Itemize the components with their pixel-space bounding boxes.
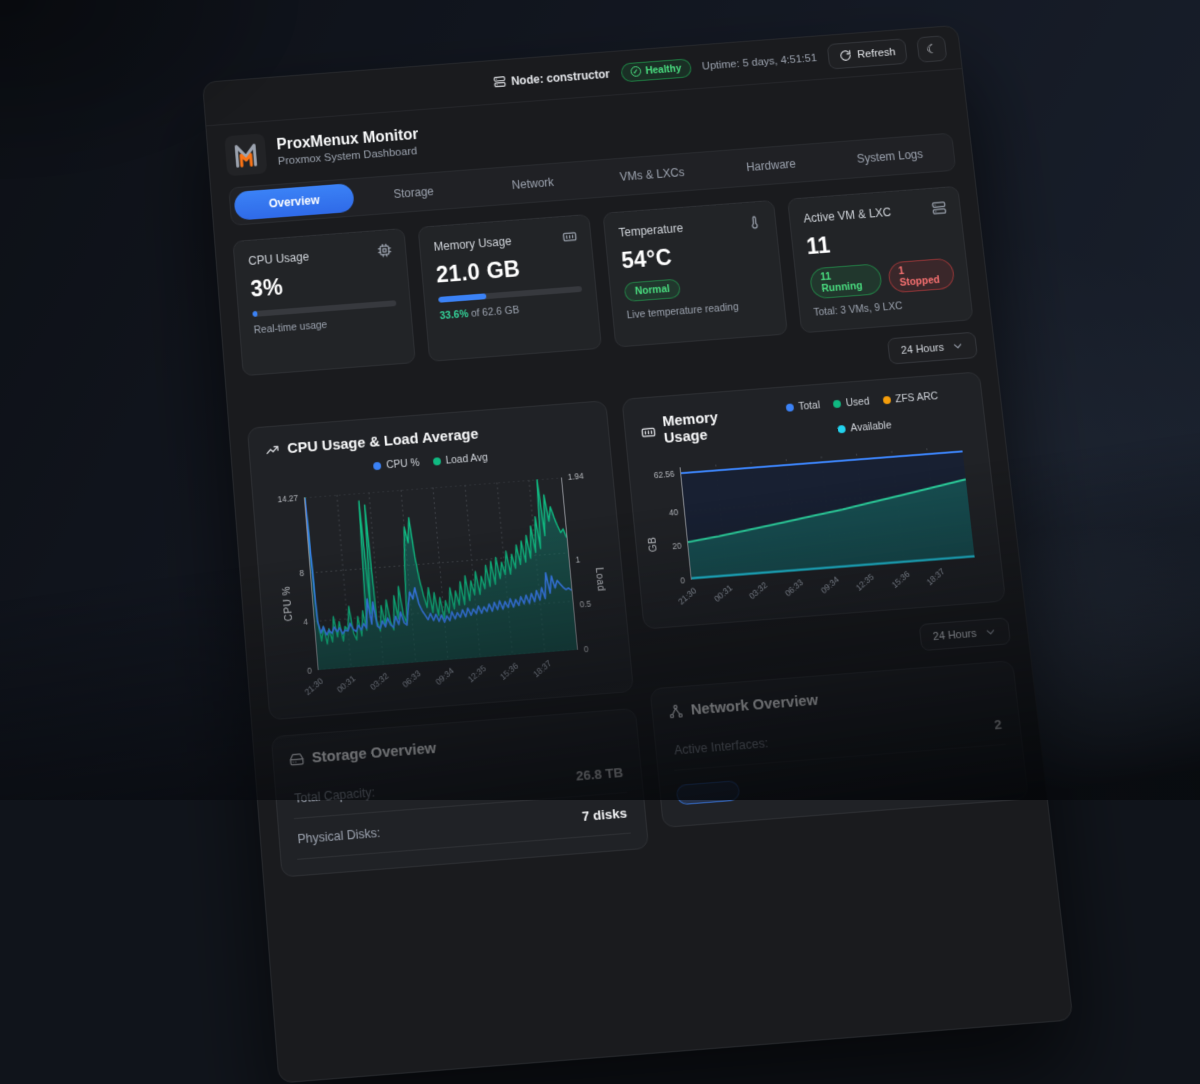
server-icon xyxy=(493,75,506,88)
refresh-icon xyxy=(839,49,853,62)
time-range-select[interactable]: 24 Hours xyxy=(887,332,978,365)
uptime-text: Uptime: 5 days, 4:51:51 xyxy=(702,52,818,72)
memory-progress-fill xyxy=(438,293,487,302)
cpu-progress-fill xyxy=(252,311,257,317)
cpu-usage-value: 3% xyxy=(250,266,396,303)
cpu-card-label: CPU Usage xyxy=(248,249,310,267)
cpu-card-subtitle: Real-time usage xyxy=(253,314,398,337)
legend-dot-used xyxy=(833,400,842,408)
thermometer-icon xyxy=(747,214,763,229)
active-vm-lxc-card: Active VM & LXC 11 11 Running 1 Stopped … xyxy=(787,186,974,334)
moon-icon: ☾ xyxy=(926,42,938,55)
memory-usage-card: Memory Usage 21.0 GB 33.6% of 62.6 GB xyxy=(418,214,602,362)
server-stack-icon xyxy=(931,200,947,215)
chevron-down-icon-2 xyxy=(984,625,998,639)
legend-dot-total xyxy=(786,403,795,411)
legend-dot-cpu xyxy=(373,462,381,470)
dashboard-panel: Node: constructor ✓ Healthy Uptime: 5 da… xyxy=(202,25,1074,1084)
m-logo-icon xyxy=(230,139,261,170)
health-badge: ✓ Healthy xyxy=(620,58,692,82)
hard-drive-icon xyxy=(289,751,305,767)
legend-dot-zfs-arc xyxy=(882,396,891,404)
chevron-down-icon xyxy=(951,339,965,353)
tab-network[interactable]: Network xyxy=(472,165,594,203)
app-logo xyxy=(224,133,267,176)
storage-title: Storage Overview xyxy=(311,740,437,767)
vm-card-subtitle: Total: 3 VMs, 9 LXC xyxy=(813,296,958,319)
vm-running-badge: 11 Running xyxy=(809,263,883,299)
vm-stopped-badge: 1 Stopped xyxy=(887,258,956,294)
cpu-chart-title: CPU Usage & Load Average xyxy=(287,426,479,457)
memory-card-subtitle: 33.6% of 62.6 GB xyxy=(439,299,584,322)
tab-vms-lxcs[interactable]: VMs & LXCs xyxy=(591,156,713,194)
tab-system-logs[interactable]: System Logs xyxy=(829,138,951,176)
time-range-select-2[interactable]: 24 Hours xyxy=(919,617,1011,651)
check-circle-icon: ✓ xyxy=(630,66,641,77)
scene: Node: constructor ✓ Healthy Uptime: 5 da… xyxy=(0,0,1200,800)
memory-chart-card: Memory Usage Total Used ZFS ARC Availabl… xyxy=(621,371,1006,629)
cpu-icon xyxy=(377,243,393,258)
right-column: Memory Usage Total Used ZFS ARC Availabl… xyxy=(621,371,1029,828)
temperature-value: 54°C xyxy=(620,237,766,274)
node-indicator: Node: constructor xyxy=(493,67,611,89)
memory-chart-legend: Total Used ZFS ARC Available xyxy=(758,388,970,441)
interface-badge[interactable] xyxy=(676,780,741,805)
tab-storage[interactable]: Storage xyxy=(353,174,475,212)
main-columns: CPU Usage & Load Average CPU % Load Avg … xyxy=(247,371,1031,877)
vm-card-label: Active VM & LXC xyxy=(803,205,892,225)
refresh-button[interactable]: Refresh xyxy=(827,38,908,69)
node-label: Node: constructor xyxy=(511,67,611,88)
temperature-card-subtitle: Live temperature reading xyxy=(626,299,771,322)
cpu-chart-plot xyxy=(304,477,578,670)
network-icon xyxy=(668,703,684,719)
storage-overview-card: Storage Overview Total Capacity: 26.8 TB… xyxy=(271,708,649,878)
legend-dot-load xyxy=(433,457,441,465)
temperature-status-badge: Normal xyxy=(624,279,682,303)
vm-count-value: 11 xyxy=(805,223,951,260)
memory-chart-icon xyxy=(640,423,656,439)
tab-overview[interactable]: Overview xyxy=(233,183,355,221)
memory-card-label: Memory Usage xyxy=(433,234,512,253)
memory-icon xyxy=(562,228,578,243)
network-title: Network Overview xyxy=(690,692,819,719)
temperature-card: Temperature 54°C Normal Live temperature… xyxy=(602,200,788,348)
cpu-usage-card: CPU Usage 3% Real-time usage xyxy=(232,228,415,376)
theme-toggle-button[interactable]: ☾ xyxy=(917,35,948,62)
legend-dot-available xyxy=(838,425,847,433)
memory-chart-title: Memory Usage xyxy=(662,406,762,447)
network-overview-card: Network Overview Active Interfaces: 2 xyxy=(650,660,1029,828)
memory-chart-plot xyxy=(680,446,975,580)
memory-usage-value: 21.0 GB xyxy=(435,251,581,288)
left-column: CPU Usage & Load Average CPU % Load Avg … xyxy=(247,400,649,877)
cpu-load-chart-card: CPU Usage & Load Average CPU % Load Avg … xyxy=(247,400,634,720)
trending-up-icon xyxy=(265,442,281,458)
tab-hardware[interactable]: Hardware xyxy=(710,147,832,185)
temperature-card-label: Temperature xyxy=(618,221,684,239)
load-y-axis-title: Load xyxy=(592,567,605,592)
